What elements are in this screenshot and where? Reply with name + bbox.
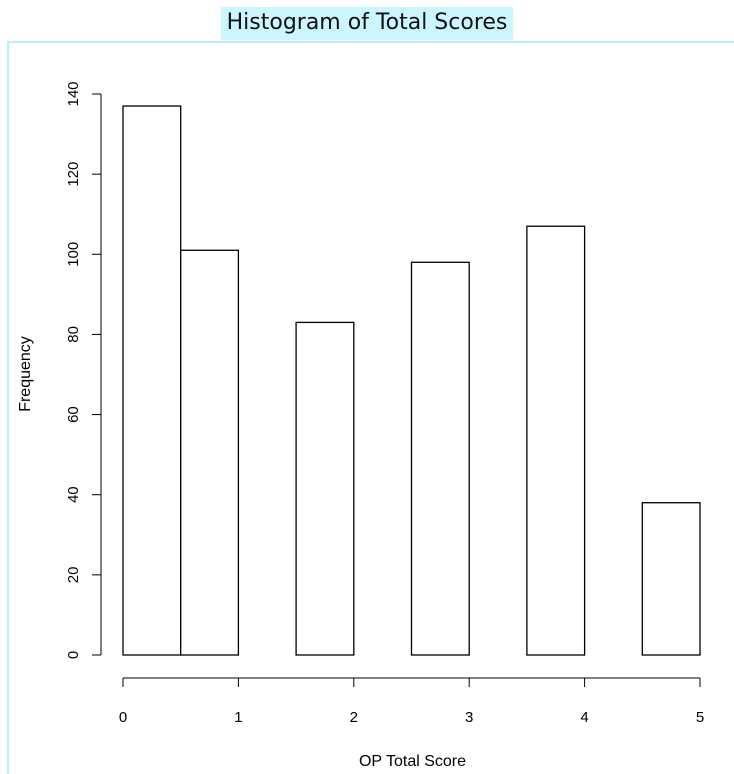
histogram-bar-5	[641, 502, 701, 656]
histogram-bar-1	[180, 249, 240, 656]
histogram-bar-4	[526, 225, 586, 656]
y-tick-label-0: 0	[65, 651, 82, 659]
histogram-bar-3	[410, 261, 470, 656]
y-tick-label-5: 100	[65, 242, 82, 267]
y-axis: 0 20 40 60 80 100 120 140	[65, 81, 102, 659]
y-tick-label-6: 120	[65, 162, 82, 187]
chart-title: Histogram of Total Scores	[220, 7, 514, 40]
chart-title-area: Histogram of Total Scores	[0, 0, 734, 42]
x-tick-label-3: 3	[465, 709, 473, 726]
x-tick-label-1: 1	[234, 709, 242, 726]
y-tick-label-7: 140	[65, 81, 82, 106]
x-tick-label-4: 4	[580, 709, 588, 726]
y-tick-label-3: 60	[65, 406, 82, 423]
y-axis-title: Frequency	[17, 336, 34, 412]
y-tick-label-4: 80	[65, 326, 82, 343]
x-tick-label-0: 0	[119, 709, 127, 726]
x-axis: 0 1 2 3 4 5	[119, 677, 704, 726]
x-axis-title: OP Total Score	[359, 753, 466, 770]
x-tick-label-2: 2	[350, 709, 358, 726]
x-tick-label-5: 5	[696, 709, 704, 726]
histogram-bar-2	[295, 321, 355, 656]
bars-group	[122, 105, 701, 656]
histogram-bar-0	[122, 105, 182, 656]
y-tick-label-2: 40	[65, 486, 82, 503]
y-tick-label-1: 20	[65, 567, 82, 584]
